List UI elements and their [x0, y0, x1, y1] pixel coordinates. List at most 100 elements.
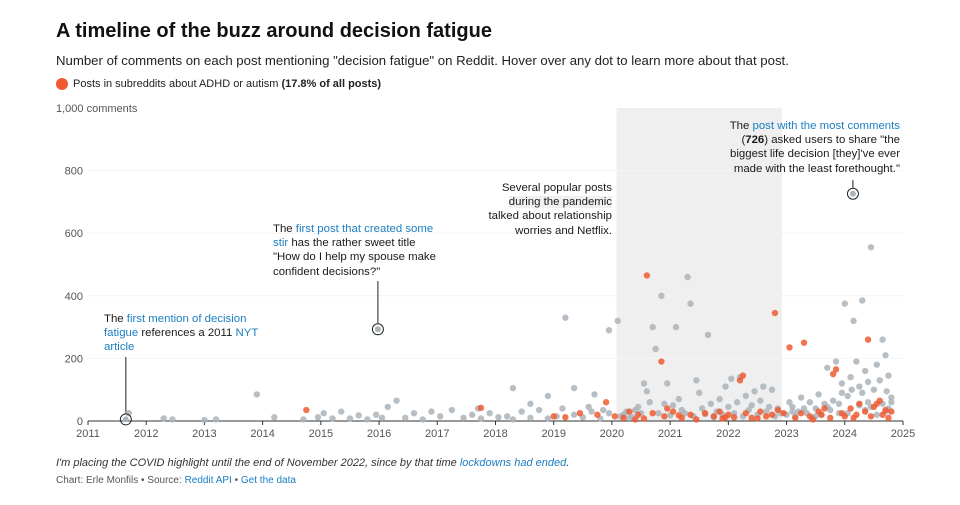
adhd-autism-post-dot[interactable]	[693, 416, 700, 423]
adhd-autism-post-dot[interactable]	[649, 409, 656, 417]
post-dot[interactable]	[675, 395, 683, 403]
most-comments-link[interactable]: post with the most comments	[752, 120, 901, 132]
post-dot[interactable]	[585, 403, 592, 411]
post-dot[interactable]	[527, 400, 534, 407]
adhd-autism-post-dot[interactable]	[722, 414, 729, 421]
post-dot[interactable]	[879, 336, 886, 343]
post-dot[interactable]	[640, 380, 648, 387]
post-dot[interactable]	[384, 403, 392, 411]
post-dot[interactable]	[338, 408, 345, 415]
adhd-autism-post-dot[interactable]	[780, 409, 787, 417]
post-dot[interactable]	[160, 415, 167, 422]
post-dot[interactable]	[757, 397, 764, 404]
post-dot[interactable]	[762, 408, 770, 415]
post-dot[interactable]	[888, 399, 895, 406]
adhd-autism-post-dot[interactable]	[856, 400, 863, 407]
adhd-autism-post-dot[interactable]	[861, 408, 869, 415]
first-mention-link[interactable]: first mention of decision fatigue	[104, 313, 247, 340]
post-dot[interactable]	[643, 388, 651, 395]
adhd-autism-post-dot[interactable]	[739, 372, 747, 379]
post-dot[interactable]	[867, 244, 875, 251]
post-dot[interactable]	[509, 416, 517, 423]
adhd-autism-post-dot[interactable]	[661, 413, 668, 420]
first-stir-ring[interactable]	[371, 323, 384, 336]
adhd-autism-post-dot[interactable]	[710, 413, 718, 420]
post-dot[interactable]	[329, 415, 336, 422]
post-dot[interactable]	[605, 409, 613, 417]
adhd-autism-post-dot[interactable]	[792, 414, 799, 422]
post-dot[interactable]	[460, 414, 467, 422]
post-dot[interactable]	[535, 406, 543, 414]
post-dot[interactable]	[669, 402, 677, 409]
post-dot[interactable]	[346, 415, 354, 422]
post-dot[interactable]	[448, 406, 456, 414]
post-dot[interactable]	[518, 408, 525, 415]
post-dot[interactable]	[355, 412, 362, 419]
post-dot[interactable]	[873, 361, 881, 368]
post-dot[interactable]	[570, 411, 578, 418]
post-dot[interactable]	[591, 391, 598, 398]
post-dot[interactable]	[716, 395, 723, 403]
post-dot[interactable]	[786, 399, 793, 406]
adhd-autism-post-dot[interactable]	[550, 413, 557, 420]
post-dot[interactable]	[687, 300, 694, 307]
reddit-api-link[interactable]: Reddit API	[184, 475, 232, 486]
post-dot[interactable]	[684, 273, 691, 281]
post-dot[interactable]	[410, 409, 418, 417]
adhd-autism-post-dot[interactable]	[867, 413, 875, 420]
post-dot[interactable]	[652, 345, 659, 353]
post-dot[interactable]	[883, 388, 890, 395]
adhd-autism-post-dot[interactable]	[640, 415, 648, 422]
adhd-autism-post-dot[interactable]	[829, 370, 837, 378]
post-dot[interactable]	[800, 405, 808, 412]
adhd-autism-post-dot[interactable]	[850, 414, 857, 422]
post-dot[interactable]	[859, 389, 866, 397]
post-dot[interactable]	[300, 416, 307, 423]
post-dot[interactable]	[588, 408, 595, 415]
post-dot[interactable]	[646, 399, 653, 406]
post-dot[interactable]	[509, 384, 517, 392]
annotated-point-markers[interactable]	[119, 187, 859, 426]
post-dot[interactable]	[760, 383, 767, 390]
post-dot[interactable]	[693, 377, 700, 384]
adhd-autism-post-dot[interactable]	[594, 411, 601, 418]
post-dot[interactable]	[314, 414, 322, 421]
post-dot[interactable]	[838, 380, 846, 387]
adhd-autism-post-dot[interactable]	[774, 406, 782, 414]
adhd-autism-post-dot[interactable]	[800, 339, 808, 346]
post-dot[interactable]	[722, 383, 729, 390]
post-dot[interactable]	[765, 403, 773, 411]
post-dot[interactable]	[544, 392, 552, 400]
most-comments-dot[interactable]	[849, 190, 856, 197]
adhd-autism-post-dot[interactable]	[864, 336, 872, 343]
post-dot[interactable]	[832, 358, 840, 365]
adhd-autism-post-dot[interactable]	[716, 408, 723, 415]
post-dot[interactable]	[544, 415, 552, 422]
post-dot[interactable]	[824, 364, 831, 371]
post-dot[interactable]	[864, 378, 872, 386]
adhd-autism-post-dot[interactable]	[562, 414, 569, 421]
post-dot[interactable]	[436, 413, 444, 420]
post-dot[interactable]	[841, 300, 848, 307]
post-dot[interactable]	[789, 403, 796, 411]
post-dot[interactable]	[634, 403, 642, 411]
first-mention-ring[interactable]	[119, 413, 132, 426]
post-dot[interactable]	[402, 414, 409, 422]
adhd-autism-post-dot[interactable]	[818, 411, 825, 418]
post-dot[interactable]	[372, 411, 380, 418]
adhd-autism-post-dot[interactable]	[675, 412, 683, 419]
post-dot[interactable]	[169, 416, 176, 423]
post-dot[interactable]	[751, 388, 758, 395]
adhd-autism-post-dot[interactable]	[602, 399, 610, 406]
adhd-autism-post-dot[interactable]	[841, 413, 848, 420]
adhd-autism-post-dot[interactable]	[626, 408, 633, 415]
post-dot[interactable]	[562, 314, 569, 321]
post-dot[interactable]	[853, 358, 860, 365]
post-dot[interactable]	[829, 397, 837, 404]
post-dot[interactable]	[655, 409, 662, 417]
post-dot[interactable]	[725, 403, 732, 411]
adhd-autism-post-dot[interactable]	[730, 414, 738, 421]
post-dot[interactable]	[838, 389, 846, 397]
post-dot[interactable]	[864, 399, 872, 406]
first-stir-link[interactable]: first post that created some stir	[273, 223, 434, 250]
